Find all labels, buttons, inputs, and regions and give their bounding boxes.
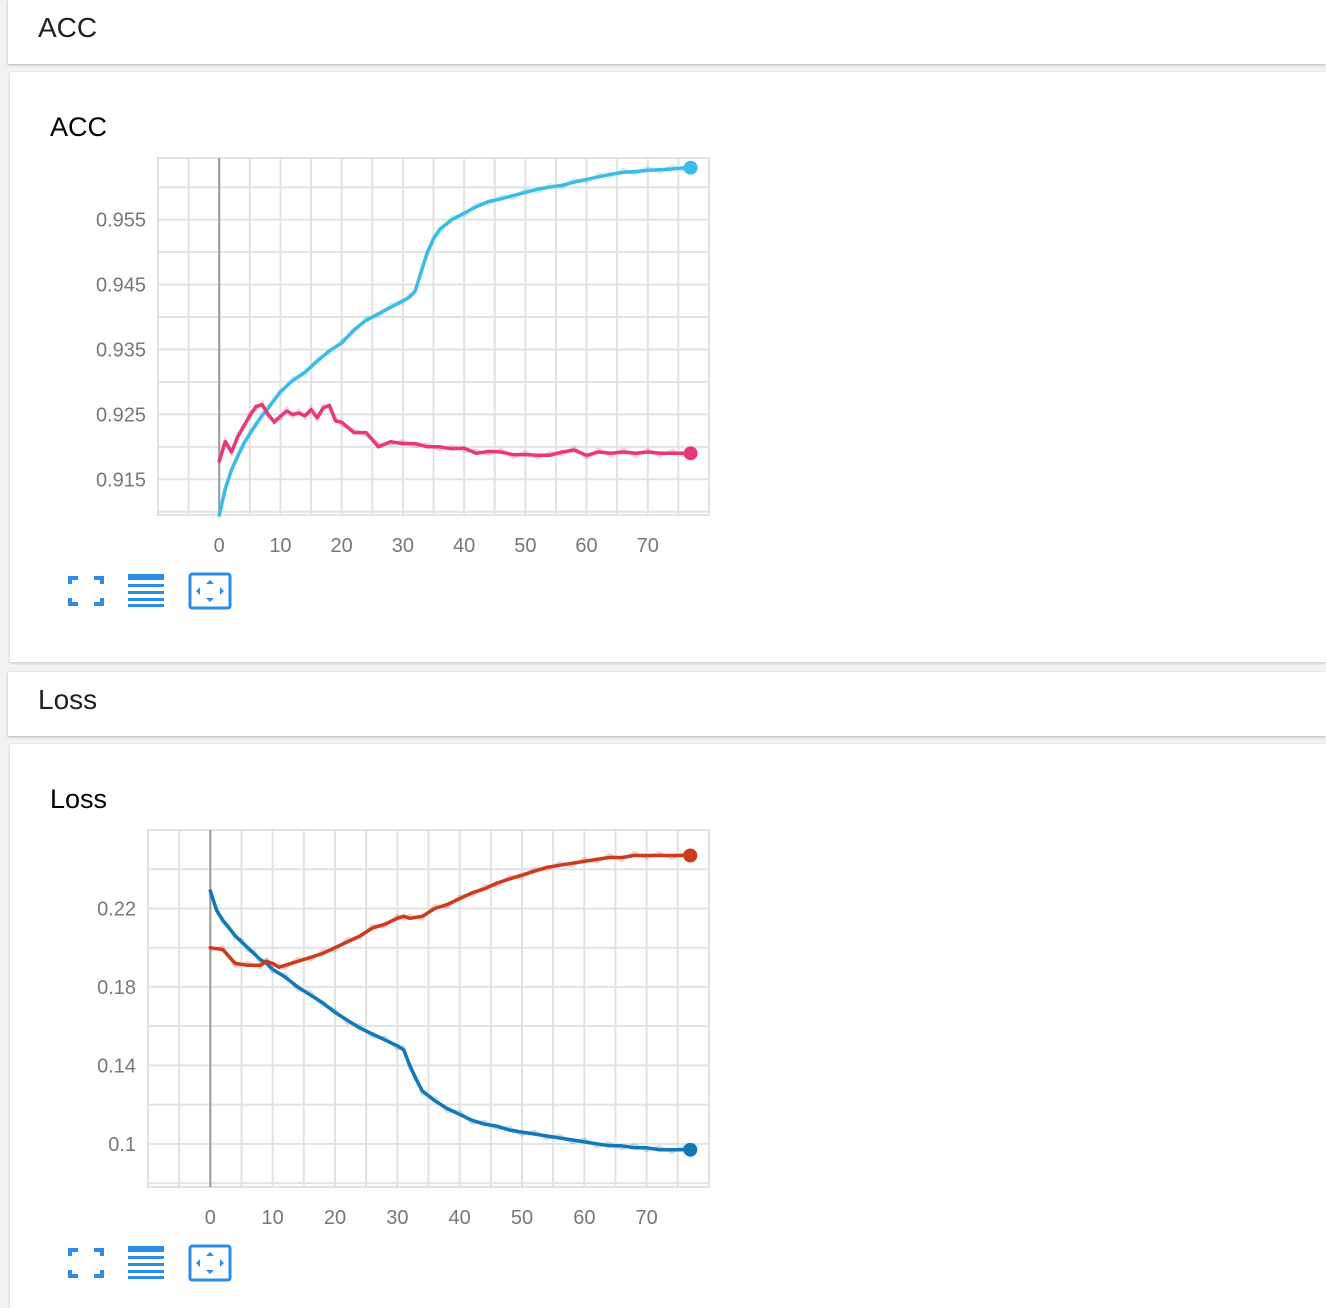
y-tick-label: 0.935	[96, 339, 146, 361]
y-tick-label: 0.14	[97, 1055, 136, 1077]
series-end-point	[683, 446, 698, 461]
series-line	[217, 165, 693, 517]
toggle-log-scale-icon	[128, 1246, 164, 1279]
series-line	[208, 853, 693, 970]
series-end-point	[683, 848, 698, 863]
loss-chart[interactable]: 0.1 0.14 0.18 0.22 0 10 20 30 40 50 60 70	[10, 744, 1326, 1308]
x-tick-label: 30	[386, 1207, 408, 1229]
fullscreen-button[interactable]	[66, 572, 106, 612]
series-raw-line	[209, 851, 692, 970]
y-tick-label: 0.22	[97, 898, 136, 920]
series-line	[208, 889, 693, 1152]
toggle-log-scale-button[interactable]	[126, 1244, 166, 1284]
y-tick-label: 0.915	[96, 469, 146, 491]
series-end-point	[683, 1142, 698, 1157]
chart-title: ACC	[50, 112, 108, 142]
toggle-log-scale-icon	[128, 574, 164, 607]
chart-card-acc: ACC 0.915 0.925 0.935 0.945 0.955 0 10 20 30 40 50…	[10, 72, 1326, 662]
x-tick-label: 20	[324, 1207, 346, 1229]
section-header-loss[interactable]: Loss	[8, 672, 1326, 736]
toggle-log-scale-button[interactable]	[126, 572, 166, 612]
series-raw-line	[208, 893, 692, 1155]
y-tick-label: 0.925	[96, 404, 146, 426]
fit-domain-icon	[188, 572, 232, 610]
x-tick-label: 20	[331, 535, 353, 557]
x-tick-label: 10	[262, 1207, 284, 1229]
section-title: Loss	[38, 684, 98, 715]
fullscreen-icon	[68, 1248, 104, 1278]
plot-area: 0.915 0.925 0.935 0.945 0.955 0 10 20 30 40 50 60 70	[96, 157, 710, 557]
x-tick-label: 60	[573, 1207, 595, 1229]
x-tick-label: 0	[205, 1207, 216, 1229]
x-tick-label: 50	[511, 1207, 533, 1229]
x-tick-label: 0	[214, 535, 225, 557]
section-title: ACC	[38, 12, 98, 43]
fit-domain-icon	[188, 1244, 232, 1282]
chart-title: Loss	[50, 784, 108, 814]
x-tick-label: 40	[453, 535, 475, 557]
fit-domain-button[interactable]	[188, 572, 232, 612]
fullscreen-icon	[68, 576, 104, 606]
y-tick-label: 0.1	[108, 1134, 136, 1156]
fit-domain-button[interactable]	[188, 1244, 232, 1284]
x-tick-label: 60	[575, 535, 597, 557]
x-tick-label: 70	[637, 535, 659, 557]
x-tick-label: 70	[636, 1207, 658, 1229]
x-tick-label: 10	[269, 535, 291, 557]
acc-chart[interactable]: 0.915 0.925 0.935 0.945 0.955 0 10 20 30 40 50 60 70	[10, 72, 1326, 662]
x-tick-label: 40	[449, 1207, 471, 1229]
fullscreen-button[interactable]	[66, 1244, 106, 1284]
series-end-point	[683, 160, 698, 175]
series-line	[217, 402, 693, 463]
plot-area: 0.1 0.14 0.18 0.22 0 10 20 30 40 50 60 70	[97, 829, 710, 1229]
y-tick-label: 0.18	[97, 977, 136, 999]
chart-card-loss: Loss 0.1 0.14 0.18 0.22 0 10 20 30 40 50 60 70	[10, 744, 1326, 1308]
x-tick-label: 50	[514, 535, 536, 557]
y-tick-label: 0.955	[96, 210, 146, 232]
section-header-acc[interactable]: ACC	[8, 0, 1326, 64]
x-tick-label: 30	[392, 535, 414, 557]
y-tick-label: 0.945	[96, 275, 146, 297]
